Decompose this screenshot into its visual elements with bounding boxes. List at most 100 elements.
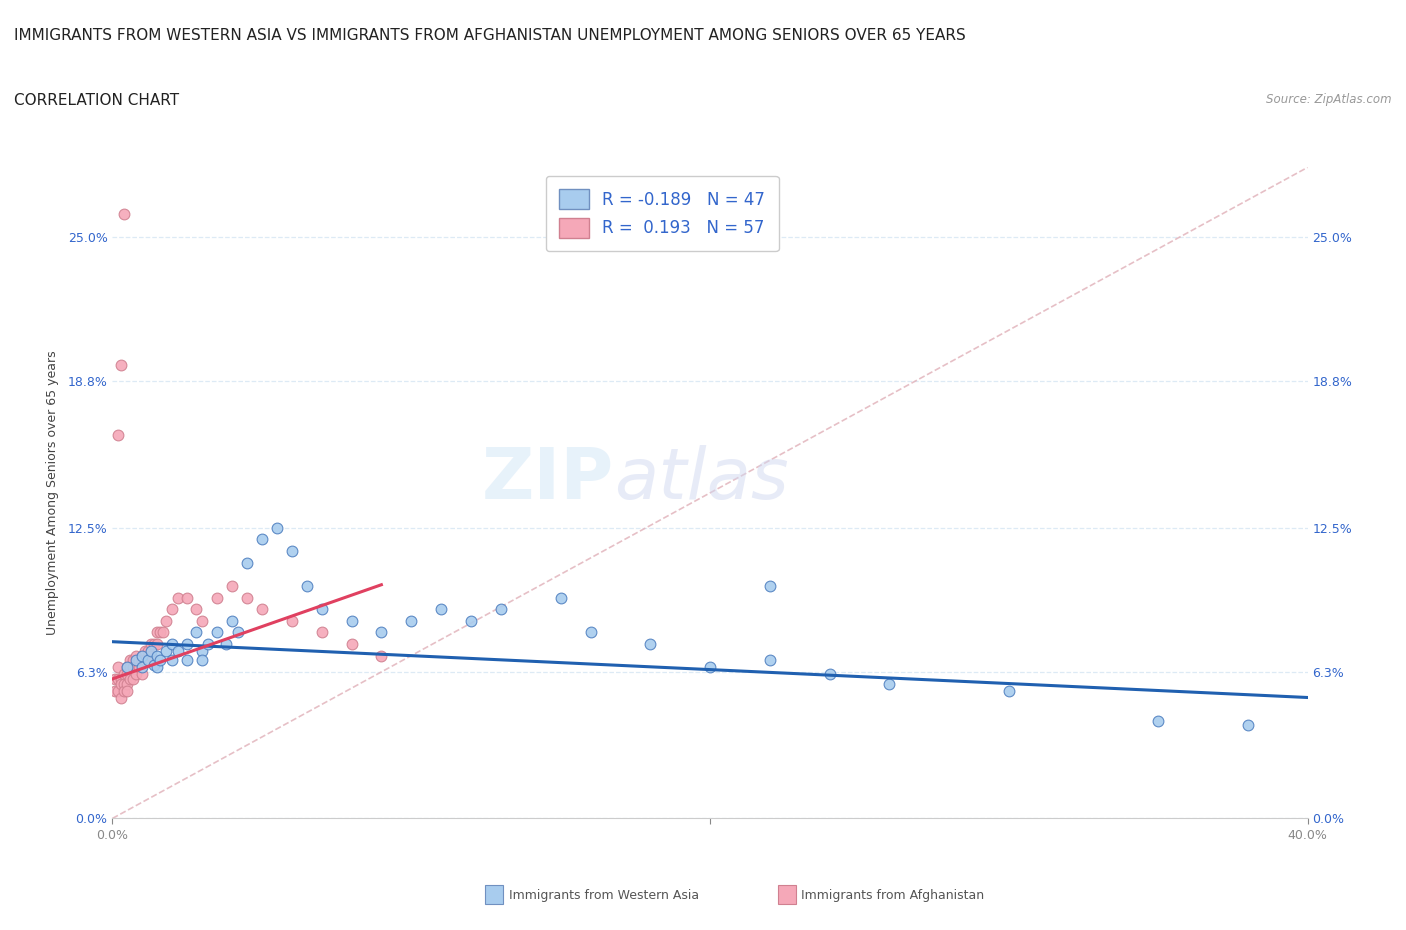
Point <box>122 671 145 686</box>
Legend: R = -0.189   N = 47, R =  0.193   N = 57: R = -0.189 N = 47, R = 0.193 N = 57 <box>546 176 779 251</box>
Point <box>167 591 190 605</box>
Point <box>143 637 166 652</box>
Point <box>550 591 572 605</box>
Point <box>215 637 238 652</box>
Point <box>120 671 142 686</box>
Point <box>134 653 156 668</box>
Point <box>110 676 132 691</box>
Point <box>141 637 163 652</box>
Point <box>110 671 132 686</box>
Point <box>131 648 153 663</box>
Point <box>640 637 662 652</box>
Point <box>141 644 163 658</box>
Point <box>110 690 132 705</box>
Point <box>176 637 198 652</box>
Point <box>191 644 214 658</box>
Point <box>489 602 512 617</box>
Point <box>236 591 259 605</box>
Text: IMMIGRANTS FROM WESTERN ASIA VS IMMIGRANTS FROM AFGHANISTAN UNEMPLOYMENT AMONG S: IMMIGRANTS FROM WESTERN ASIA VS IMMIGRAN… <box>14 28 966 43</box>
Point <box>1147 713 1170 728</box>
Point <box>114 683 135 698</box>
Point <box>879 676 901 691</box>
Point <box>104 671 127 686</box>
Point <box>197 637 219 652</box>
Point <box>281 614 304 629</box>
Point <box>117 660 139 675</box>
Point <box>138 653 160 668</box>
Point <box>699 660 721 675</box>
Point <box>107 660 129 675</box>
Point <box>759 578 782 593</box>
Point <box>162 637 183 652</box>
Point <box>226 625 249 640</box>
Point <box>266 521 288 536</box>
Point <box>117 676 139 691</box>
Point <box>818 667 841 682</box>
Point <box>191 653 214 668</box>
Point <box>340 637 363 652</box>
Point <box>311 602 333 617</box>
Point <box>295 578 318 593</box>
Point <box>107 428 129 443</box>
Point <box>998 683 1021 698</box>
Point <box>114 667 135 682</box>
Point <box>311 625 333 640</box>
Point <box>176 653 198 668</box>
Point <box>114 206 135 221</box>
Point <box>162 653 183 668</box>
Point <box>114 676 135 691</box>
Point <box>120 660 142 675</box>
Point <box>131 653 153 668</box>
Y-axis label: Unemployment Among Seniors over 65 years: Unemployment Among Seniors over 65 years <box>46 351 59 635</box>
Point <box>107 671 129 686</box>
Point <box>236 555 259 570</box>
Point <box>128 660 150 675</box>
Point <box>221 614 243 629</box>
Point <box>152 625 174 640</box>
Point <box>155 614 177 629</box>
Point <box>107 683 129 698</box>
Text: CORRELATION CHART: CORRELATION CHART <box>14 93 179 108</box>
Point <box>162 602 183 617</box>
Point <box>149 653 172 668</box>
Point <box>141 648 163 663</box>
Text: Source: ZipAtlas.com: Source: ZipAtlas.com <box>1267 93 1392 106</box>
Point <box>125 648 148 663</box>
Text: Immigrants from Afghanistan: Immigrants from Afghanistan <box>801 889 984 902</box>
Point <box>460 614 482 629</box>
Point <box>167 644 190 658</box>
Point <box>120 653 142 668</box>
Point <box>430 602 453 617</box>
Point <box>186 602 208 617</box>
Point <box>134 644 156 658</box>
Point <box>125 667 148 682</box>
Point <box>221 578 243 593</box>
Point <box>186 625 208 640</box>
Point <box>370 648 392 663</box>
Point <box>138 653 160 668</box>
Point <box>138 644 160 658</box>
Point <box>146 660 169 675</box>
Point <box>205 591 228 605</box>
Point <box>281 543 304 558</box>
Point <box>250 602 273 617</box>
Point <box>146 625 169 640</box>
Point <box>205 625 228 640</box>
Point <box>340 614 363 629</box>
Point <box>128 653 150 668</box>
Point <box>117 683 139 698</box>
Point <box>191 614 214 629</box>
Point <box>143 658 166 672</box>
Point <box>122 653 145 668</box>
Point <box>110 358 132 373</box>
Point <box>122 660 145 675</box>
Text: Immigrants from Western Asia: Immigrants from Western Asia <box>509 889 699 902</box>
Point <box>579 625 602 640</box>
Point <box>117 667 139 682</box>
Point <box>155 644 177 658</box>
Point <box>401 614 423 629</box>
Point <box>176 591 198 605</box>
Point <box>759 653 782 668</box>
Text: ZIP: ZIP <box>482 445 614 514</box>
Point <box>131 667 153 682</box>
